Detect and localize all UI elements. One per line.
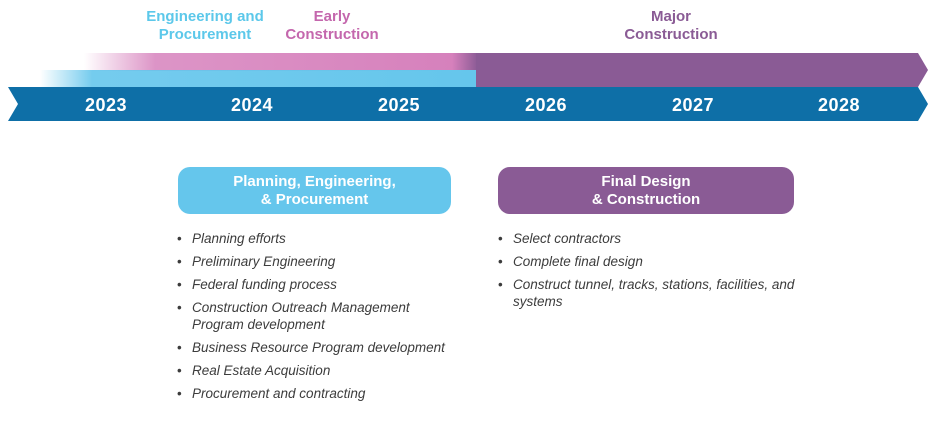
list-item: Federal funding process xyxy=(177,276,447,293)
list-item: Select contractors xyxy=(498,230,808,247)
phase-label-major-construction: Major Construction xyxy=(596,8,746,44)
year-label: 2023 xyxy=(84,95,128,115)
year-label: 2025 xyxy=(377,95,421,115)
phase-label-early-construction: Early Construction xyxy=(272,8,392,44)
planning-task-list: Planning efforts Preliminary Engineering… xyxy=(177,230,447,408)
list-item: Real Estate Acquisition xyxy=(177,362,447,379)
engineering-bar xyxy=(40,70,476,87)
phase-label-line: Construction xyxy=(285,26,379,43)
early-construction-bar xyxy=(84,53,478,71)
list-item: Procurement and contracting xyxy=(177,385,447,402)
list-item: Preliminary Engineering xyxy=(177,253,447,270)
list-item: Business Resource Program development xyxy=(177,339,447,356)
major-construction-bar xyxy=(476,53,928,87)
phase-label-line: Early xyxy=(313,8,351,25)
phase-label-line: Procurement xyxy=(158,26,252,43)
phase-label-line: Major xyxy=(650,8,691,25)
year-label: 2026 xyxy=(524,95,568,115)
list-item: Planning efforts xyxy=(177,230,447,247)
card-title-line: & Procurement xyxy=(260,190,369,208)
year-label: 2024 xyxy=(230,95,274,115)
year-label: 2028 xyxy=(817,95,861,115)
year-band xyxy=(8,87,928,121)
year-label: 2027 xyxy=(671,95,715,115)
card-title-line: Planning, Engineering, xyxy=(233,172,396,190)
final-design-task-list: Select contractors Complete final design… xyxy=(498,230,808,316)
phase-label-line: Construction xyxy=(624,26,718,43)
list-item: Complete final design xyxy=(498,253,808,270)
phase-label-line: Engineering and xyxy=(146,8,264,25)
list-item: Construction Outreach Management Program… xyxy=(177,299,447,333)
list-item: Construct tunnel, tracks, stations, faci… xyxy=(498,276,808,310)
phase-label-engineering: Engineering and Procurement xyxy=(130,8,280,44)
final-design-card-header: Final Design & Construction xyxy=(498,167,794,214)
card-title-line: Final Design xyxy=(601,172,691,190)
planning-card-header: Planning, Engineering, & Procurement xyxy=(178,167,451,214)
card-title-line: & Construction xyxy=(591,190,701,208)
